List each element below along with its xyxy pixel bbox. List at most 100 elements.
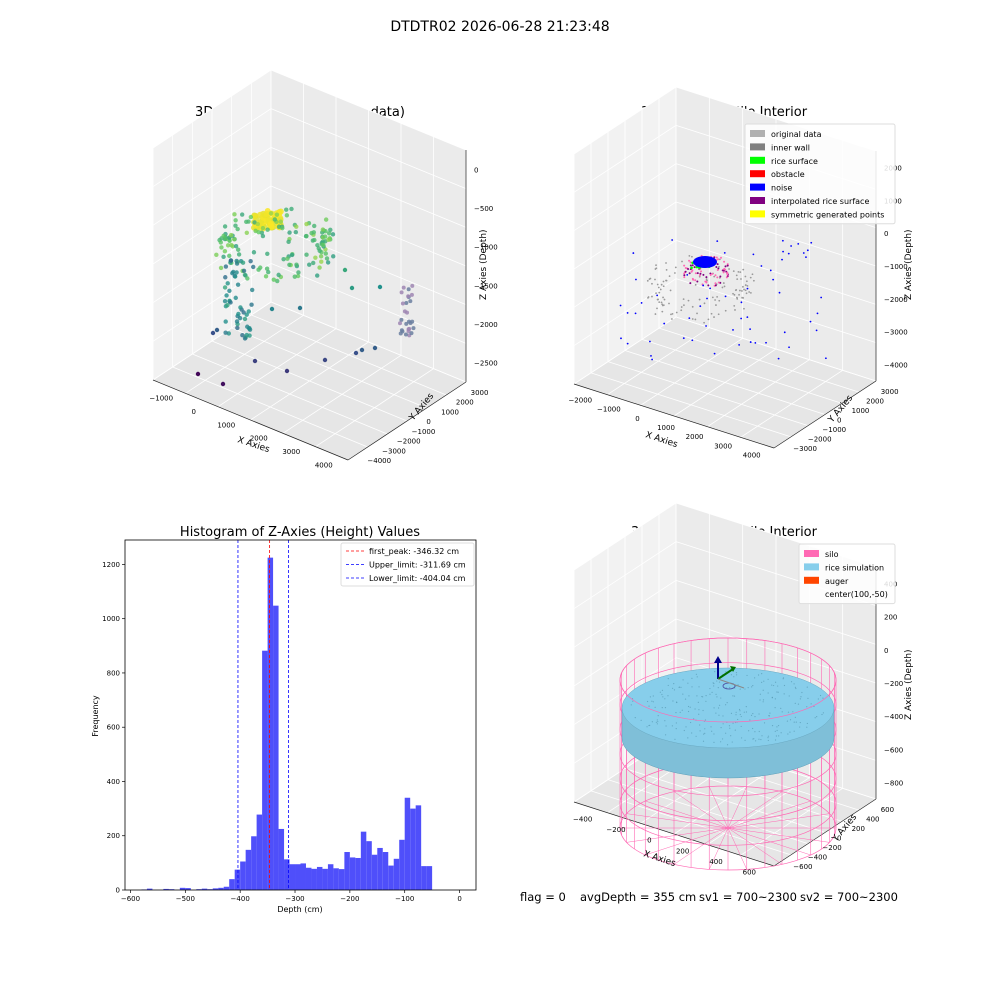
rice-point — [730, 735, 731, 736]
rice-point — [713, 742, 714, 743]
legend-swatch — [750, 197, 765, 204]
rice-point — [694, 708, 695, 709]
histogram-bar — [388, 866, 393, 890]
x-tick-label: −400 — [573, 815, 592, 823]
data-point — [247, 333, 251, 337]
data-point — [221, 382, 225, 386]
y-tick-label: −3000 — [793, 445, 817, 453]
y-tick-label: −400 — [808, 854, 827, 862]
histogram-bar — [339, 869, 344, 890]
data-point — [717, 263, 719, 265]
rice-point — [680, 712, 681, 713]
rice-point — [758, 674, 759, 675]
x-tick-label: −200 — [340, 895, 359, 903]
legend-label: rice simulation — [825, 563, 884, 572]
data-point — [655, 264, 657, 266]
rice-point — [662, 696, 663, 697]
rice-point — [698, 702, 699, 703]
histogram-bar — [372, 855, 377, 890]
y-tick-label: −3000 — [382, 447, 406, 455]
rice-point — [646, 726, 647, 727]
z-tick-label: 200 — [884, 614, 897, 622]
data-point — [714, 274, 716, 276]
data-point — [716, 256, 718, 258]
rice-point — [807, 723, 808, 724]
rice-point — [688, 706, 689, 707]
rice-point — [776, 726, 777, 727]
rice-point — [807, 687, 808, 688]
rice-point — [704, 733, 705, 734]
data-point — [714, 299, 716, 301]
histogram-bar — [240, 862, 245, 890]
data-point — [635, 279, 637, 281]
x-tick-label: 0 — [635, 415, 639, 423]
legend-label: original data — [771, 130, 822, 139]
data-point — [726, 276, 728, 278]
legend-swatch — [750, 210, 765, 217]
rice-point — [658, 715, 659, 716]
rice-point — [648, 706, 649, 707]
data-point — [685, 271, 687, 273]
data-point — [733, 305, 735, 307]
data-point — [718, 281, 720, 283]
data-point — [692, 306, 694, 308]
x-tick-label: −100 — [395, 895, 414, 903]
data-point — [689, 272, 691, 274]
x-tick-label: −2000 — [568, 397, 592, 405]
data-point — [304, 234, 308, 238]
data-point — [279, 220, 283, 224]
rice-point — [754, 716, 755, 717]
rice-point — [705, 719, 706, 720]
data-point — [294, 224, 298, 228]
rice-point — [755, 740, 756, 741]
rice-point — [718, 687, 719, 688]
rice-point — [703, 733, 704, 734]
histogram-bar — [366, 841, 371, 890]
x-tick-label: 0 — [647, 837, 651, 845]
y-tick-label: 800 — [107, 669, 120, 677]
rice-point — [729, 728, 730, 729]
data-point — [235, 261, 239, 265]
rice-point — [711, 731, 712, 732]
data-point — [725, 295, 727, 297]
rice-point — [693, 718, 694, 719]
data-point — [285, 213, 289, 217]
data-point — [219, 240, 223, 244]
data-point — [736, 274, 738, 276]
data-point — [692, 318, 694, 320]
legend-swatch — [804, 550, 819, 557]
rice-point — [816, 716, 817, 717]
rice-point — [800, 698, 801, 699]
x-tick-label: 200 — [676, 847, 689, 855]
rice-point — [769, 715, 770, 716]
y-tick-label: 600 — [881, 806, 894, 814]
data-point — [754, 342, 756, 344]
data-point — [233, 223, 237, 227]
data-point — [683, 276, 685, 278]
rice-point — [673, 683, 674, 684]
z-tick-label: −200 — [884, 680, 903, 688]
data-point — [788, 346, 790, 348]
data-point — [326, 260, 330, 264]
rice-point — [668, 685, 669, 686]
rice-point — [794, 731, 795, 732]
data-point — [697, 272, 699, 274]
data-point — [702, 285, 704, 287]
histogram-bar — [416, 805, 421, 890]
rice-point — [799, 726, 800, 727]
rice-point — [775, 682, 776, 683]
legend-label: inner wall — [771, 143, 810, 152]
data-point — [660, 289, 662, 291]
data-point — [810, 321, 812, 323]
data-point — [627, 312, 629, 314]
data-point — [243, 273, 247, 277]
rice-point — [768, 736, 769, 737]
rice-point — [674, 689, 675, 690]
histogram-bar — [377, 848, 382, 890]
data-point — [285, 369, 289, 373]
data-point — [694, 279, 696, 281]
panel-histogram: Histogram of Z-Axies (Height) Values −60… — [91, 525, 476, 914]
data-point — [221, 255, 225, 259]
x-tick-label: −1000 — [149, 395, 173, 403]
rice-point — [764, 722, 765, 723]
